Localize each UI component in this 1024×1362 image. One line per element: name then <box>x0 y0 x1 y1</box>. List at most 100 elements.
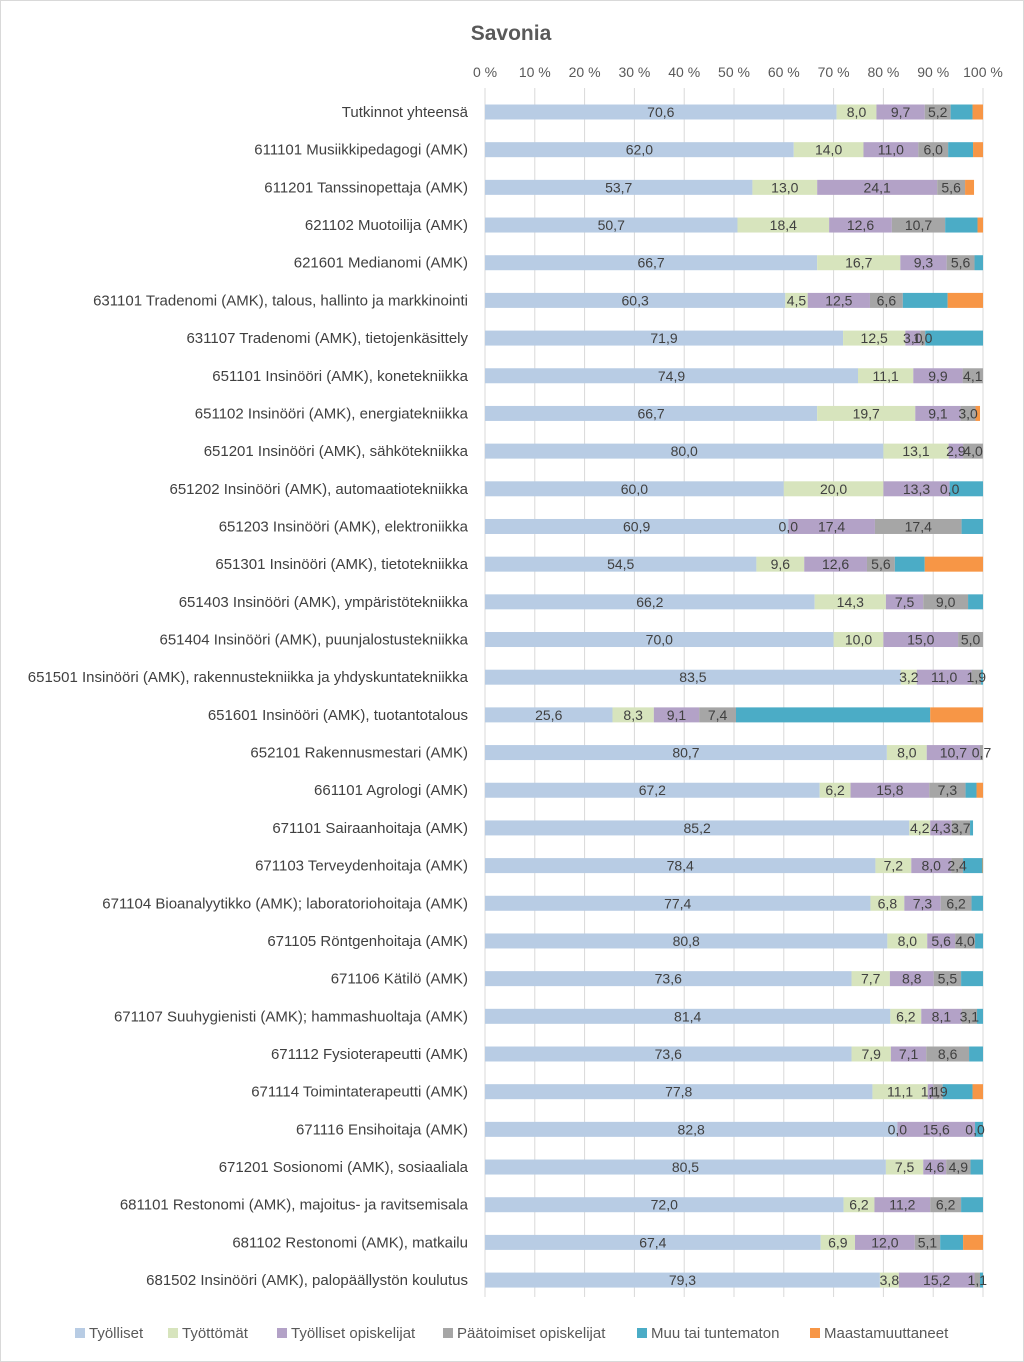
data-label: 12,5 <box>861 330 888 346</box>
data-label: 13,1 <box>902 443 929 459</box>
data-label: 13,3 <box>903 481 930 497</box>
data-label: 7,3 <box>913 895 933 911</box>
data-label: 6,8 <box>878 895 898 911</box>
data-label: 6,9 <box>828 1234 848 1250</box>
bar-segment <box>891 217 946 233</box>
data-label: 3,1 <box>960 1008 980 1024</box>
bar-segment <box>485 481 784 497</box>
data-label: 77,8 <box>665 1084 692 1100</box>
bar-segment <box>883 632 959 648</box>
data-label: 11,2 <box>889 1197 915 1213</box>
bar-segment <box>485 971 852 987</box>
bar-segment <box>927 933 956 949</box>
bar-segment <box>918 142 949 158</box>
category-label: 671201 Sosionomi (AMK), sosiaaliala <box>219 1159 469 1176</box>
category-label: 651102 Insinööri (AMK), energiatekniikka <box>195 405 469 422</box>
data-label: 80,8 <box>673 933 700 949</box>
legend-swatch <box>637 1328 647 1338</box>
category-label: 671116 Ensihoitaja (AMK) <box>296 1121 468 1138</box>
data-label: 4,9 <box>949 1159 969 1175</box>
bar-segment <box>947 292 983 308</box>
bar-segment <box>485 255 818 271</box>
data-label: 11,1 <box>873 368 899 384</box>
data-label: 5,6 <box>941 179 961 195</box>
category-label: 671104 Bioanalyytikko (AMK); laboratorio… <box>102 895 468 912</box>
bar-segment <box>904 895 941 911</box>
data-label: 7,1 <box>899 1046 919 1062</box>
x-tick-label: 50 % <box>718 64 750 80</box>
bar-segment <box>783 481 884 497</box>
bar-segment <box>833 632 884 648</box>
data-label: 4,1 <box>963 368 983 384</box>
bar-segment <box>981 669 983 685</box>
x-tick-label: 70 % <box>818 64 850 80</box>
data-label: 18,4 <box>770 217 797 233</box>
bar-segment <box>974 255 983 271</box>
bar-segment <box>951 820 971 836</box>
bar-segment <box>485 1272 880 1288</box>
data-label: 67,2 <box>639 782 666 798</box>
bar-segment <box>876 104 925 120</box>
data-label: 2,4 <box>947 858 967 874</box>
bar-segment <box>948 443 964 459</box>
data-label: 6,2 <box>946 895 966 911</box>
category-label: 671106 Kätilö (AMK) <box>331 971 468 988</box>
data-label: 77,4 <box>664 895 691 911</box>
legend-swatch <box>277 1328 287 1338</box>
data-label: 9,1 <box>667 707 687 723</box>
data-label: 73,6 <box>655 971 682 987</box>
bar-segment <box>612 707 654 723</box>
data-label: 9,9 <box>928 368 948 384</box>
bar-segment <box>485 217 738 233</box>
bar-segment <box>929 782 966 798</box>
data-label: 2,9 <box>946 443 966 459</box>
bar-segment <box>976 782 983 798</box>
data-label: 67,4 <box>639 1234 666 1250</box>
data-label: 13,0 <box>771 179 798 195</box>
bar-segment <box>958 632 983 648</box>
bar-segment <box>485 1084 873 1100</box>
data-label: 53,7 <box>605 179 632 195</box>
bar-segment <box>485 443 884 459</box>
data-label: 6,2 <box>936 1197 956 1213</box>
bar-segment <box>485 1046 852 1062</box>
data-label: 66,7 <box>637 255 664 271</box>
bar-segment <box>937 179 966 195</box>
bar-segment <box>962 368 983 384</box>
data-label: 60,9 <box>623 518 650 534</box>
data-label: 62,0 <box>626 142 653 158</box>
data-label: 16,7 <box>845 255 872 271</box>
data-label: 10,0 <box>845 632 872 648</box>
data-label: 5,6 <box>951 255 971 271</box>
bar-segment <box>913 368 963 384</box>
category-label: 651403 Insinööri (AMK), ympäristötekniik… <box>179 594 469 611</box>
data-label: 78,4 <box>667 858 694 874</box>
data-label: 5,0 <box>961 632 981 648</box>
bar-segment <box>916 669 972 685</box>
bar-segment <box>977 1008 983 1024</box>
data-label: 82,8 <box>678 1121 705 1137</box>
bar-segment <box>788 518 875 534</box>
bar-segment <box>485 179 753 195</box>
bar-segment <box>905 330 921 346</box>
bar-segment <box>926 1046 970 1062</box>
bar-segment <box>972 1084 983 1100</box>
bar-segment <box>485 933 888 949</box>
data-label: 8,0 <box>921 858 941 874</box>
data-label: 80,5 <box>672 1159 699 1175</box>
data-label: 0,0 <box>888 1121 908 1137</box>
data-label: 6,2 <box>896 1008 916 1024</box>
category-label: 651203 Insinööri (AMK), elektroniikka <box>219 518 469 535</box>
data-label: 66,2 <box>636 594 663 610</box>
bar-segment <box>894 556 925 572</box>
data-label: 70,0 <box>646 632 673 648</box>
data-label: 8,0 <box>847 104 867 120</box>
bar-segment <box>879 1272 899 1288</box>
bar-segment <box>926 745 981 761</box>
category-label: 651202 Insinööri (AMK), automaatioteknii… <box>170 481 469 498</box>
data-label: 4,0 <box>955 933 975 949</box>
bar-segment <box>960 405 976 421</box>
category-label: 671103 Terveydenhoitaja (AMK) <box>255 858 468 875</box>
bar-segment <box>863 142 919 158</box>
bar-segment <box>872 1084 928 1100</box>
